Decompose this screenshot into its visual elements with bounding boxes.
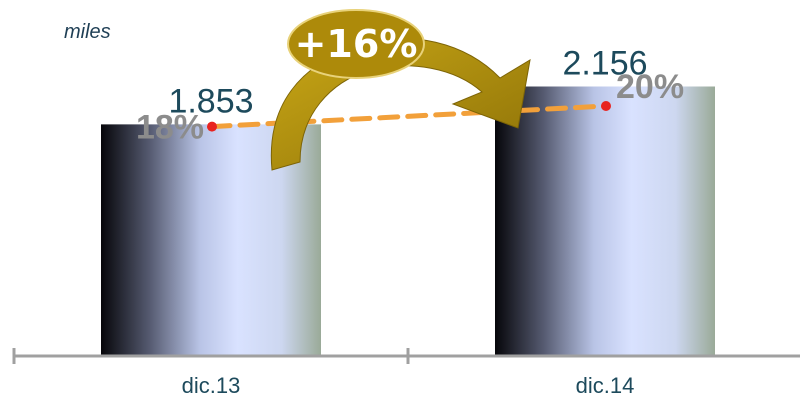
bar-dic.14 [495, 86, 715, 356]
percentage-label: 20% [616, 68, 684, 106]
change-percentage-label: +16% [295, 22, 418, 66]
percentage-series: 18% 20% [136, 68, 684, 147]
change-oval [287, 9, 425, 79]
category-labels: dic.13 dic.14 [182, 373, 635, 398]
percentage-point [207, 121, 217, 132]
bar-value-label: 2.156 [562, 45, 647, 83]
percentage-point [601, 101, 611, 111]
unit-label: miles [64, 21, 111, 43]
percentage-label: 18% [136, 109, 204, 147]
bar-value-label: 1.853 [168, 82, 253, 120]
growth-arrow-annotation: +16% [270, 9, 531, 171]
category-label: dic.13 [182, 373, 241, 398]
category-label: dic.14 [576, 373, 635, 398]
